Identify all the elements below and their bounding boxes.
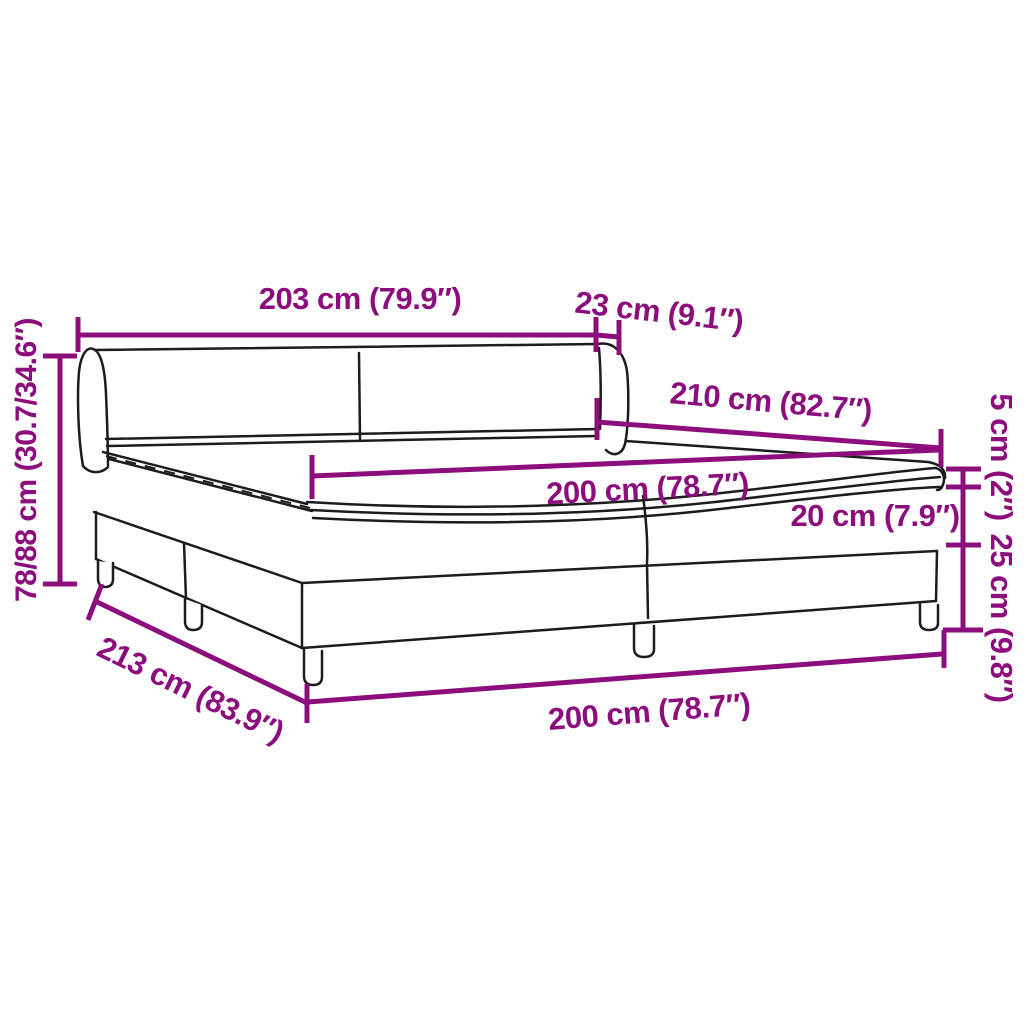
label-mattress-height: 20 cm (7.9″)	[790, 498, 959, 533]
dimension-base-width	[304, 651, 943, 723]
dim-213-line	[93, 598, 309, 706]
base-front-top-edge	[300, 549, 939, 585]
leg-front-middle	[632, 623, 656, 659]
label-bed-length: 210 cm (82.7″)	[668, 375, 873, 428]
mattress-seam-line-1	[309, 475, 942, 516]
dim-210-line	[596, 419, 942, 451]
mattress-front-edge	[305, 466, 938, 508]
box-spring-base	[92, 510, 939, 650]
leg-back-left	[96, 559, 115, 589]
mattress	[101, 434, 947, 565]
label-base-width: 200 cm (78.7″)	[547, 686, 752, 737]
dimension-bed-length	[594, 398, 944, 467]
mattress-split-seam	[641, 494, 649, 565]
dimension-labels: 203 cm (79.9″) 23 cm (9.1″) 210 cm (82.7…	[10, 281, 1019, 750]
headboard-right-wing	[596, 342, 630, 456]
label-total-height: 78/88 cm (30.7/34.6″)	[10, 318, 43, 602]
dimension-mattress-width	[309, 447, 940, 499]
base-left-bottom-edge	[94, 557, 304, 650]
label-mattress-width: 200 cm (78.7″)	[545, 466, 749, 512]
headboard-center-seam	[357, 351, 362, 441]
dimension-headboard-depth	[595, 320, 622, 355]
dimension-total-height	[43, 353, 77, 587]
base-right-edge	[934, 549, 939, 603]
dim-213-tick-top	[85, 583, 105, 621]
dimension-lines	[43, 317, 983, 723]
headboard	[76, 342, 630, 474]
dim-23-line	[595, 332, 620, 340]
label-base-height: 25 cm (9.8″)	[984, 533, 1019, 702]
mattress-seam-line-2	[311, 485, 943, 524]
dim-200-bottom-line	[307, 651, 943, 705]
dimension-headboard-width	[75, 317, 599, 352]
label-topper-height: 5 cm (2″)	[984, 393, 1019, 521]
base-front-split-seam	[645, 562, 650, 620]
label-headboard-depth: 23 cm (9.1″)	[573, 285, 745, 339]
leg-mid-left	[183, 597, 204, 632]
mattress-left-piping-bottom	[107, 457, 314, 513]
headboard-bottom-edge	[104, 427, 600, 441]
label-headboard-width: 203 cm (79.9″)	[259, 281, 462, 316]
base-left-top-edge	[92, 510, 304, 585]
headboard-left-wing	[76, 347, 110, 474]
mattress-left-stitching	[105, 455, 311, 509]
base-left-split-seam	[182, 541, 188, 601]
bed-artwork	[76, 342, 947, 687]
dimension-base-length	[85, 583, 309, 706]
base-front-bottom-edge	[300, 599, 938, 650]
mattress-left-piping-top	[101, 450, 309, 506]
leg-front-right	[918, 602, 940, 632]
legs	[96, 559, 940, 687]
headboard-top-edge	[93, 342, 600, 352]
dimension-right-height-stack	[941, 466, 983, 668]
dim-200-mid-line	[311, 447, 940, 479]
leg-front-left	[302, 647, 324, 687]
